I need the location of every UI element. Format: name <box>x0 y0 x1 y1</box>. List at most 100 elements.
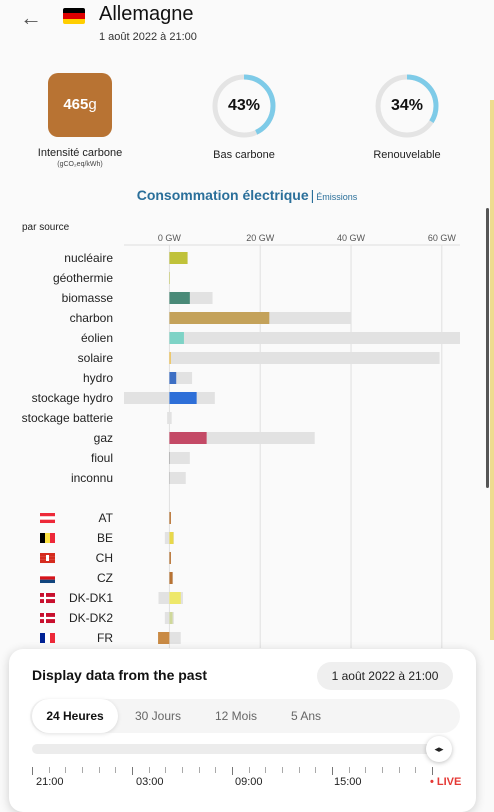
tab-24-heures[interactable]: 24 Heures <box>32 699 118 733</box>
exchange-zone-label: DK-DK2 <box>69 611 113 625</box>
arrow-left-icon[interactable]: ← <box>20 5 42 30</box>
dk-flag-cross <box>40 617 55 619</box>
at-flag-icon <box>40 519 55 524</box>
time-tick <box>398 767 400 773</box>
time-tick <box>182 767 183 773</box>
par-source-label: par source <box>22 222 70 233</box>
zone-datetime: 1 août 2022 à 21:00 <box>99 31 197 43</box>
production-bar <box>169 372 177 384</box>
renewable-kpi[interactable]: 34% Renouvelable <box>352 73 462 161</box>
production-bar <box>169 252 188 264</box>
time-tick <box>165 767 167 773</box>
source-label: charbon <box>70 311 113 325</box>
renewable-ring-arc <box>375 74 439 138</box>
tab-5-ans[interactable]: 5 Ans <box>290 709 322 723</box>
time-tick <box>315 767 317 773</box>
production-bar <box>169 292 190 304</box>
time-tick <box>98 767 100 773</box>
time-tick <box>348 767 350 773</box>
time-tick <box>365 767 367 773</box>
time-tick <box>65 767 67 773</box>
time-tick <box>265 767 267 773</box>
carbon-intensity-unit: g <box>88 96 97 113</box>
cz-flag-icon <box>40 579 55 584</box>
dk-flag-icon <box>40 619 55 624</box>
exchange-zone-label: CZ <box>97 571 113 585</box>
time-tick <box>232 767 233 775</box>
consumption-title[interactable]: Consommation électrique <box>136 187 309 203</box>
source-label: hydro <box>83 371 113 385</box>
time-tick <box>148 767 150 773</box>
scrollbar[interactable] <box>486 208 489 488</box>
dk-flag-cross <box>40 597 55 599</box>
capacity-bar <box>169 352 440 364</box>
time-tick <box>32 767 33 775</box>
time-label-4: 15:00 <box>334 776 362 788</box>
section-title: Consommation électrique | Émissions <box>0 187 494 205</box>
exchange-bar <box>169 552 171 564</box>
source-label: éolien <box>81 331 113 345</box>
tab-12-mois[interactable]: 12 Mois <box>214 709 258 723</box>
source-label: géothermie <box>53 271 113 285</box>
be-flag-icon <box>45 533 50 543</box>
source-label: stockage batterie <box>22 411 114 425</box>
exchange-bar <box>158 632 170 644</box>
time-tick <box>298 767 300 773</box>
low-carbon-kpi[interactable]: 43% Bas carbone <box>189 73 299 161</box>
axis-tick-label: 0 GW <box>158 233 182 243</box>
time-slider-handle[interactable]: ◂▸ <box>426 736 452 762</box>
exchange-zone-label: CH <box>96 551 113 565</box>
time-tick <box>82 767 83 773</box>
renewable-label: Renouvelable <box>373 149 441 161</box>
time-tick <box>248 767 250 773</box>
production-bar <box>169 392 197 404</box>
axis-tick-label: 20 GW <box>246 233 275 243</box>
time-tick <box>198 767 200 773</box>
carbon-intensity-label: Intensité carbone <box>37 147 123 159</box>
carbon-intensity-kpi[interactable]: 465g Intensité carbone (gCO₂eq/kWh) <box>25 73 135 168</box>
time-label-2: 03:00 <box>136 776 164 788</box>
tab-30-jours[interactable]: 30 Jours <box>134 709 182 723</box>
time-slider-track[interactable] <box>32 744 432 754</box>
exchange-zone-label: FR <box>97 631 113 645</box>
time-tick <box>115 767 117 773</box>
low-carbon-value: 43% <box>227 97 261 114</box>
emissions-link[interactable]: Émissions <box>316 192 358 202</box>
panel-title: Display data from the past <box>32 667 208 683</box>
capacity-bar <box>169 452 190 464</box>
source-label: nucléaire <box>64 251 113 265</box>
low-carbon-ring-arc <box>212 74 276 138</box>
germany-flag-icon <box>63 8 85 24</box>
exchange-bar <box>169 592 181 604</box>
production-bar <box>169 312 270 324</box>
time-tick <box>48 767 50 773</box>
source-label: inconnu <box>71 471 113 485</box>
ch-flag-icon <box>40 553 55 557</box>
source-label: solaire <box>78 351 114 365</box>
exchange-bar <box>169 532 174 544</box>
side-decoration <box>490 100 494 640</box>
ch-flag-icon <box>40 559 55 564</box>
time-tick <box>382 767 383 773</box>
source-label: biomasse <box>62 291 114 305</box>
be-flag-icon <box>50 533 55 543</box>
cz-flag-icon <box>40 576 55 580</box>
time-ticks <box>32 767 433 775</box>
production-bar <box>169 332 184 344</box>
exchange-bar <box>169 512 171 524</box>
production-bar <box>169 432 207 444</box>
live-indicator[interactable]: • LIVE <box>430 776 462 788</box>
zone-title: Allemagne <box>99 3 194 25</box>
exchange-capacity-bar <box>169 632 181 644</box>
low-carbon-label: Bas carbone <box>213 149 275 161</box>
exchange-zone-label: AT <box>99 511 114 525</box>
axis-tick-label: 60 GW <box>428 233 457 243</box>
exchange-bar <box>169 572 173 584</box>
time-range-tabs: 24 Heures 30 Jours 12 Mois 5 Ans <box>30 699 460 733</box>
source-label: gaz <box>94 431 113 445</box>
time-label-3: 09:00 <box>235 776 263 788</box>
carbon-intensity-value: 465 <box>63 96 89 113</box>
time-tick <box>432 767 433 775</box>
source-label: fioul <box>91 451 113 465</box>
date-pill[interactable]: 1 août 2022 à 21:00 <box>317 662 453 690</box>
